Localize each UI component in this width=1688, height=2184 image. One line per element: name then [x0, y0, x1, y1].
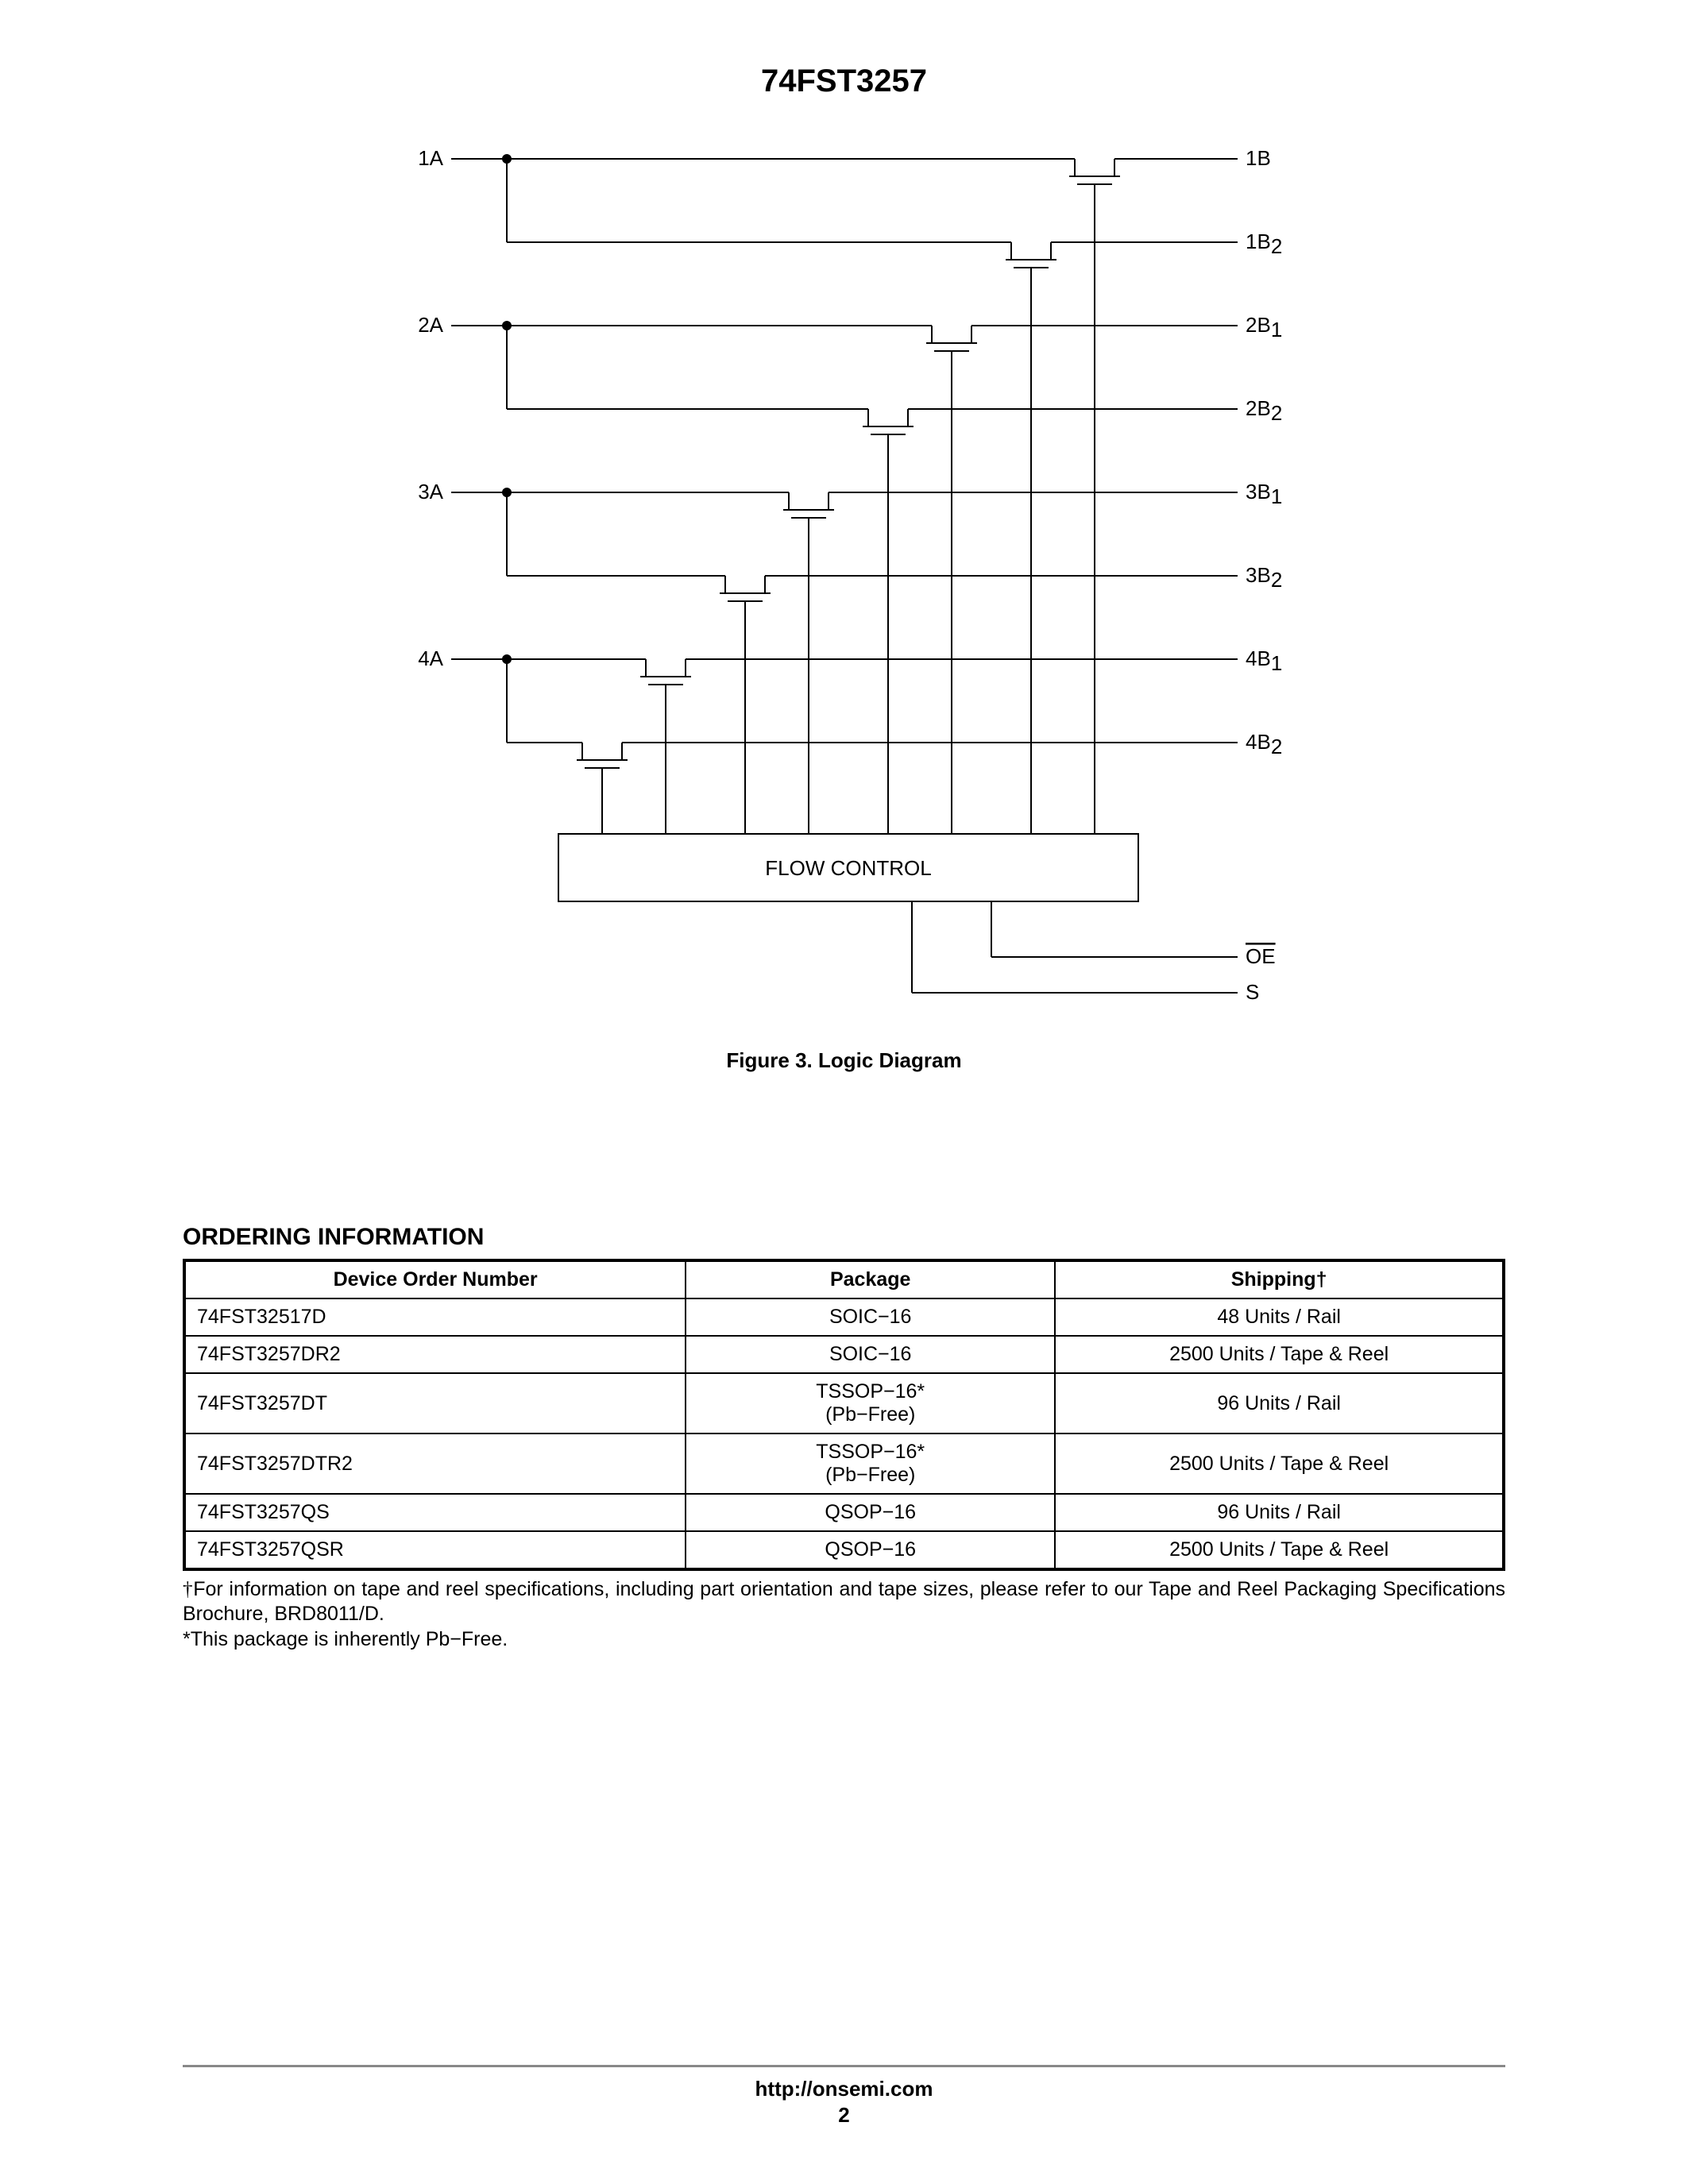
- cell-device: 74FST3257QSR: [184, 1531, 686, 1569]
- ordering-title: ORDERING INFORMATION: [183, 1224, 1505, 1251]
- pin-oe-label: OE: [1246, 944, 1276, 968]
- cell-shipping: 48 Units / Rail: [1055, 1298, 1504, 1336]
- logic-diagram: 1A 2A 3A 4A 1B 1B2 2B1 2B2 3B1 3B2 4B1 4…: [183, 119, 1505, 1073]
- cell-shipping: 2500 Units / Tape & Reel: [1055, 1433, 1504, 1494]
- col-package: Package: [686, 1260, 1055, 1298]
- pin-3b1-label: 3B1: [1246, 480, 1282, 508]
- pin-3b2-label: 3B2: [1246, 563, 1282, 592]
- footer-url: http://onsemi.com: [0, 2077, 1688, 2101]
- cell-device: 74FST3257DR2: [184, 1336, 686, 1373]
- pin-4b2-label: 4B2: [1246, 730, 1282, 758]
- cell-shipping: 96 Units / Rail: [1055, 1494, 1504, 1531]
- footer-rule: [183, 2065, 1505, 2067]
- cell-device: 74FST3257DT: [184, 1373, 686, 1433]
- figure-caption: Figure 3. Logic Diagram: [183, 1048, 1505, 1073]
- part-title: 74FST3257: [183, 64, 1505, 99]
- cell-package: QSOP−16: [686, 1531, 1055, 1569]
- ordering-table: Device Order Number Package Shipping† 74…: [183, 1259, 1505, 1571]
- table-row: 74FST3257DTTSSOP−16*(Pb−Free)96 Units / …: [184, 1373, 1504, 1433]
- table-row: 74FST3257DTR2TSSOP−16*(Pb−Free)2500 Unit…: [184, 1433, 1504, 1494]
- cell-package: SOIC−16: [686, 1336, 1055, 1373]
- pin-2b2-label: 2B2: [1246, 396, 1282, 425]
- cell-shipping: 2500 Units / Tape & Reel: [1055, 1336, 1504, 1373]
- cell-package: QSOP−16: [686, 1494, 1055, 1531]
- pin-1b2-label: 1B2: [1246, 230, 1282, 258]
- col-device: Device Order Number: [184, 1260, 686, 1298]
- table-row: 74FST3257QSRQSOP−162500 Units / Tape & R…: [184, 1531, 1504, 1569]
- flow-control-label: FLOW CONTROL: [765, 856, 931, 880]
- cell-device: 74FST3257QS: [184, 1494, 686, 1531]
- cell-device: 74FST32517D: [184, 1298, 686, 1336]
- ordering-footnotes: †For information on tape and reel specif…: [183, 1577, 1505, 1652]
- cell-device: 74FST3257DTR2: [184, 1433, 686, 1494]
- pin-2b1-label: 2B1: [1246, 313, 1282, 341]
- table-row: 74FST3257QSQSOP−1696 Units / Rail: [184, 1494, 1504, 1531]
- pin-4b1-label: 4B1: [1246, 646, 1282, 675]
- cell-package: TSSOP−16*(Pb−Free): [686, 1373, 1055, 1433]
- page-number: 2: [0, 2103, 1688, 2128]
- pin-4a-label: 4A: [418, 646, 443, 670]
- table-row: 74FST32517DSOIC−1648 Units / Rail: [184, 1298, 1504, 1336]
- cell-package: SOIC−16: [686, 1298, 1055, 1336]
- col-shipping: Shipping†: [1055, 1260, 1504, 1298]
- pin-1b-label: 1B: [1246, 146, 1271, 170]
- pin-s-label: S: [1246, 980, 1259, 1004]
- cell-package: TSSOP−16*(Pb−Free): [686, 1433, 1055, 1494]
- cell-shipping: 2500 Units / Tape & Reel: [1055, 1531, 1504, 1569]
- pin-3a-label: 3A: [418, 480, 443, 504]
- pin-2a-label: 2A: [418, 313, 443, 337]
- pin-1a-label: 1A: [418, 146, 443, 170]
- cell-shipping: 96 Units / Rail: [1055, 1373, 1504, 1433]
- table-row: 74FST3257DR2SOIC−162500 Units / Tape & R…: [184, 1336, 1504, 1373]
